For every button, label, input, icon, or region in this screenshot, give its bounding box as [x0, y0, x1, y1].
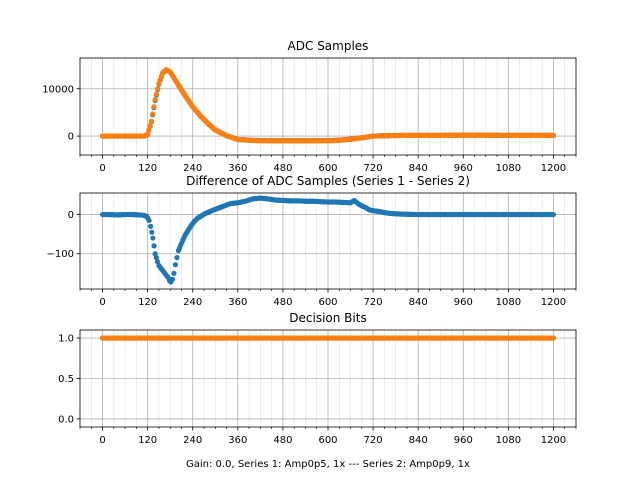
y-tick-label: 0 — [68, 132, 74, 143]
series-2 — [99, 335, 557, 341]
x-tick-label: 480 — [273, 435, 292, 446]
y-tick-label: −100 — [47, 249, 74, 260]
x-tick-label: 1080 — [496, 163, 521, 174]
x-tick-label: 360 — [228, 435, 247, 446]
data-point — [145, 132, 151, 138]
x-axis: 0 120 240 360 480 600 720 840 960 1080 1200 — [99, 289, 566, 308]
y-axis: −100 0 — [47, 210, 80, 260]
y-axis: 0 10000 — [42, 84, 80, 143]
x-tick-label: 1080 — [496, 435, 521, 446]
x-tick-label: 1080 — [496, 297, 521, 308]
x-tick-label: 240 — [183, 163, 202, 174]
data-point — [148, 223, 154, 229]
data-point — [169, 276, 176, 282]
minor-grid — [79, 193, 577, 291]
data-point — [148, 118, 154, 124]
x-tick-label: 1200 — [541, 297, 566, 308]
x-tick-label: 600 — [318, 163, 337, 174]
x-tick-label: 240 — [183, 435, 202, 446]
x-tick-label: 840 — [409, 297, 428, 308]
chart-2: 0 120 240 360 480 600 720 840 960 1080 1200 −100 0 Di… — [47, 174, 577, 308]
x-tick-label: 600 — [318, 297, 337, 308]
x-tick-label: 960 — [454, 435, 473, 446]
x-tick-label: 480 — [273, 297, 292, 308]
x-tick-label: 0 — [99, 297, 105, 308]
x-axis: 0 120 240 360 480 600 720 840 960 1080 1200 — [99, 155, 566, 174]
x-tick-label: 1200 — [541, 435, 566, 446]
data-point — [150, 111, 156, 117]
chart-title: Decision Bits — [289, 311, 366, 325]
y-tick-label: 1.0 — [58, 334, 74, 345]
chart-title: ADC Samples — [288, 39, 369, 53]
data-point — [155, 86, 161, 92]
data-point — [153, 91, 159, 97]
x-tick-label: 600 — [318, 435, 337, 446]
x-tick-label: 120 — [138, 435, 157, 446]
y-tick-label: 0.0 — [58, 414, 74, 425]
x-tick-label: 120 — [138, 163, 157, 174]
x-tick-label: 960 — [454, 297, 473, 308]
x-tick-label: 720 — [364, 297, 383, 308]
data-point — [147, 123, 153, 129]
x-tick-label: 120 — [138, 297, 157, 308]
data-point — [150, 235, 156, 241]
x-tick-label: 1200 — [541, 163, 566, 174]
series-2 — [99, 66, 557, 144]
data-point — [151, 243, 157, 249]
data-point — [149, 229, 155, 235]
x-tick-label: 720 — [364, 435, 383, 446]
y-tick-label: 10000 — [42, 84, 74, 95]
x-tick-label: 0 — [99, 435, 105, 446]
data-point — [550, 132, 557, 138]
chart-title: Difference of ADC Samples (Series 1 - Se… — [186, 174, 470, 188]
data-point — [153, 255, 159, 261]
data-point — [146, 217, 152, 224]
x-tick-label: 840 — [409, 435, 428, 446]
x-tick-label: 720 — [364, 163, 383, 174]
x-tick-label: 360 — [228, 297, 247, 308]
data-point — [550, 211, 557, 218]
data-layer — [99, 335, 557, 341]
data-point — [151, 104, 157, 110]
x-tick-label: 240 — [183, 297, 202, 308]
x-tick-label: 360 — [228, 163, 247, 174]
data-point — [154, 258, 161, 265]
x-tick-label: 0 — [99, 163, 105, 174]
data-point — [152, 97, 158, 103]
x-tick-label: 840 — [409, 163, 428, 174]
data-point — [171, 270, 177, 276]
y-tick-label: 0 — [68, 210, 74, 221]
x-tick-label: 480 — [273, 163, 292, 174]
y-axis: 0.0 0.5 1.0 — [58, 334, 80, 425]
data-point — [146, 127, 152, 133]
data-layer — [99, 195, 557, 285]
x-tick-label: 960 — [454, 163, 473, 174]
data-point — [550, 335, 557, 341]
axes-layer: 0 120 240 360 480 600 720 840 960 1080 1200010000A… — [42, 39, 577, 446]
chart-1: 0 120 240 360 480 600 720 840 960 1080 1200 0 10000 A… — [42, 39, 577, 174]
figure-caption: Gain: 0.0, Series 1: Amp0p5, 1x --- Seri… — [186, 459, 470, 470]
y-tick-label: 0.5 — [58, 374, 74, 385]
x-axis: 0 120 240 360 480 600 720 840 960 1080 1200 — [99, 427, 566, 446]
data-point — [152, 251, 158, 257]
data-point — [172, 262, 179, 268]
series-1 — [99, 195, 557, 285]
data-point — [174, 255, 180, 261]
data-layer — [99, 66, 557, 144]
chart-3: 0 120 240 360 480 600 720 840 960 1080 1200 0.0 0.5 1… — [58, 311, 577, 446]
